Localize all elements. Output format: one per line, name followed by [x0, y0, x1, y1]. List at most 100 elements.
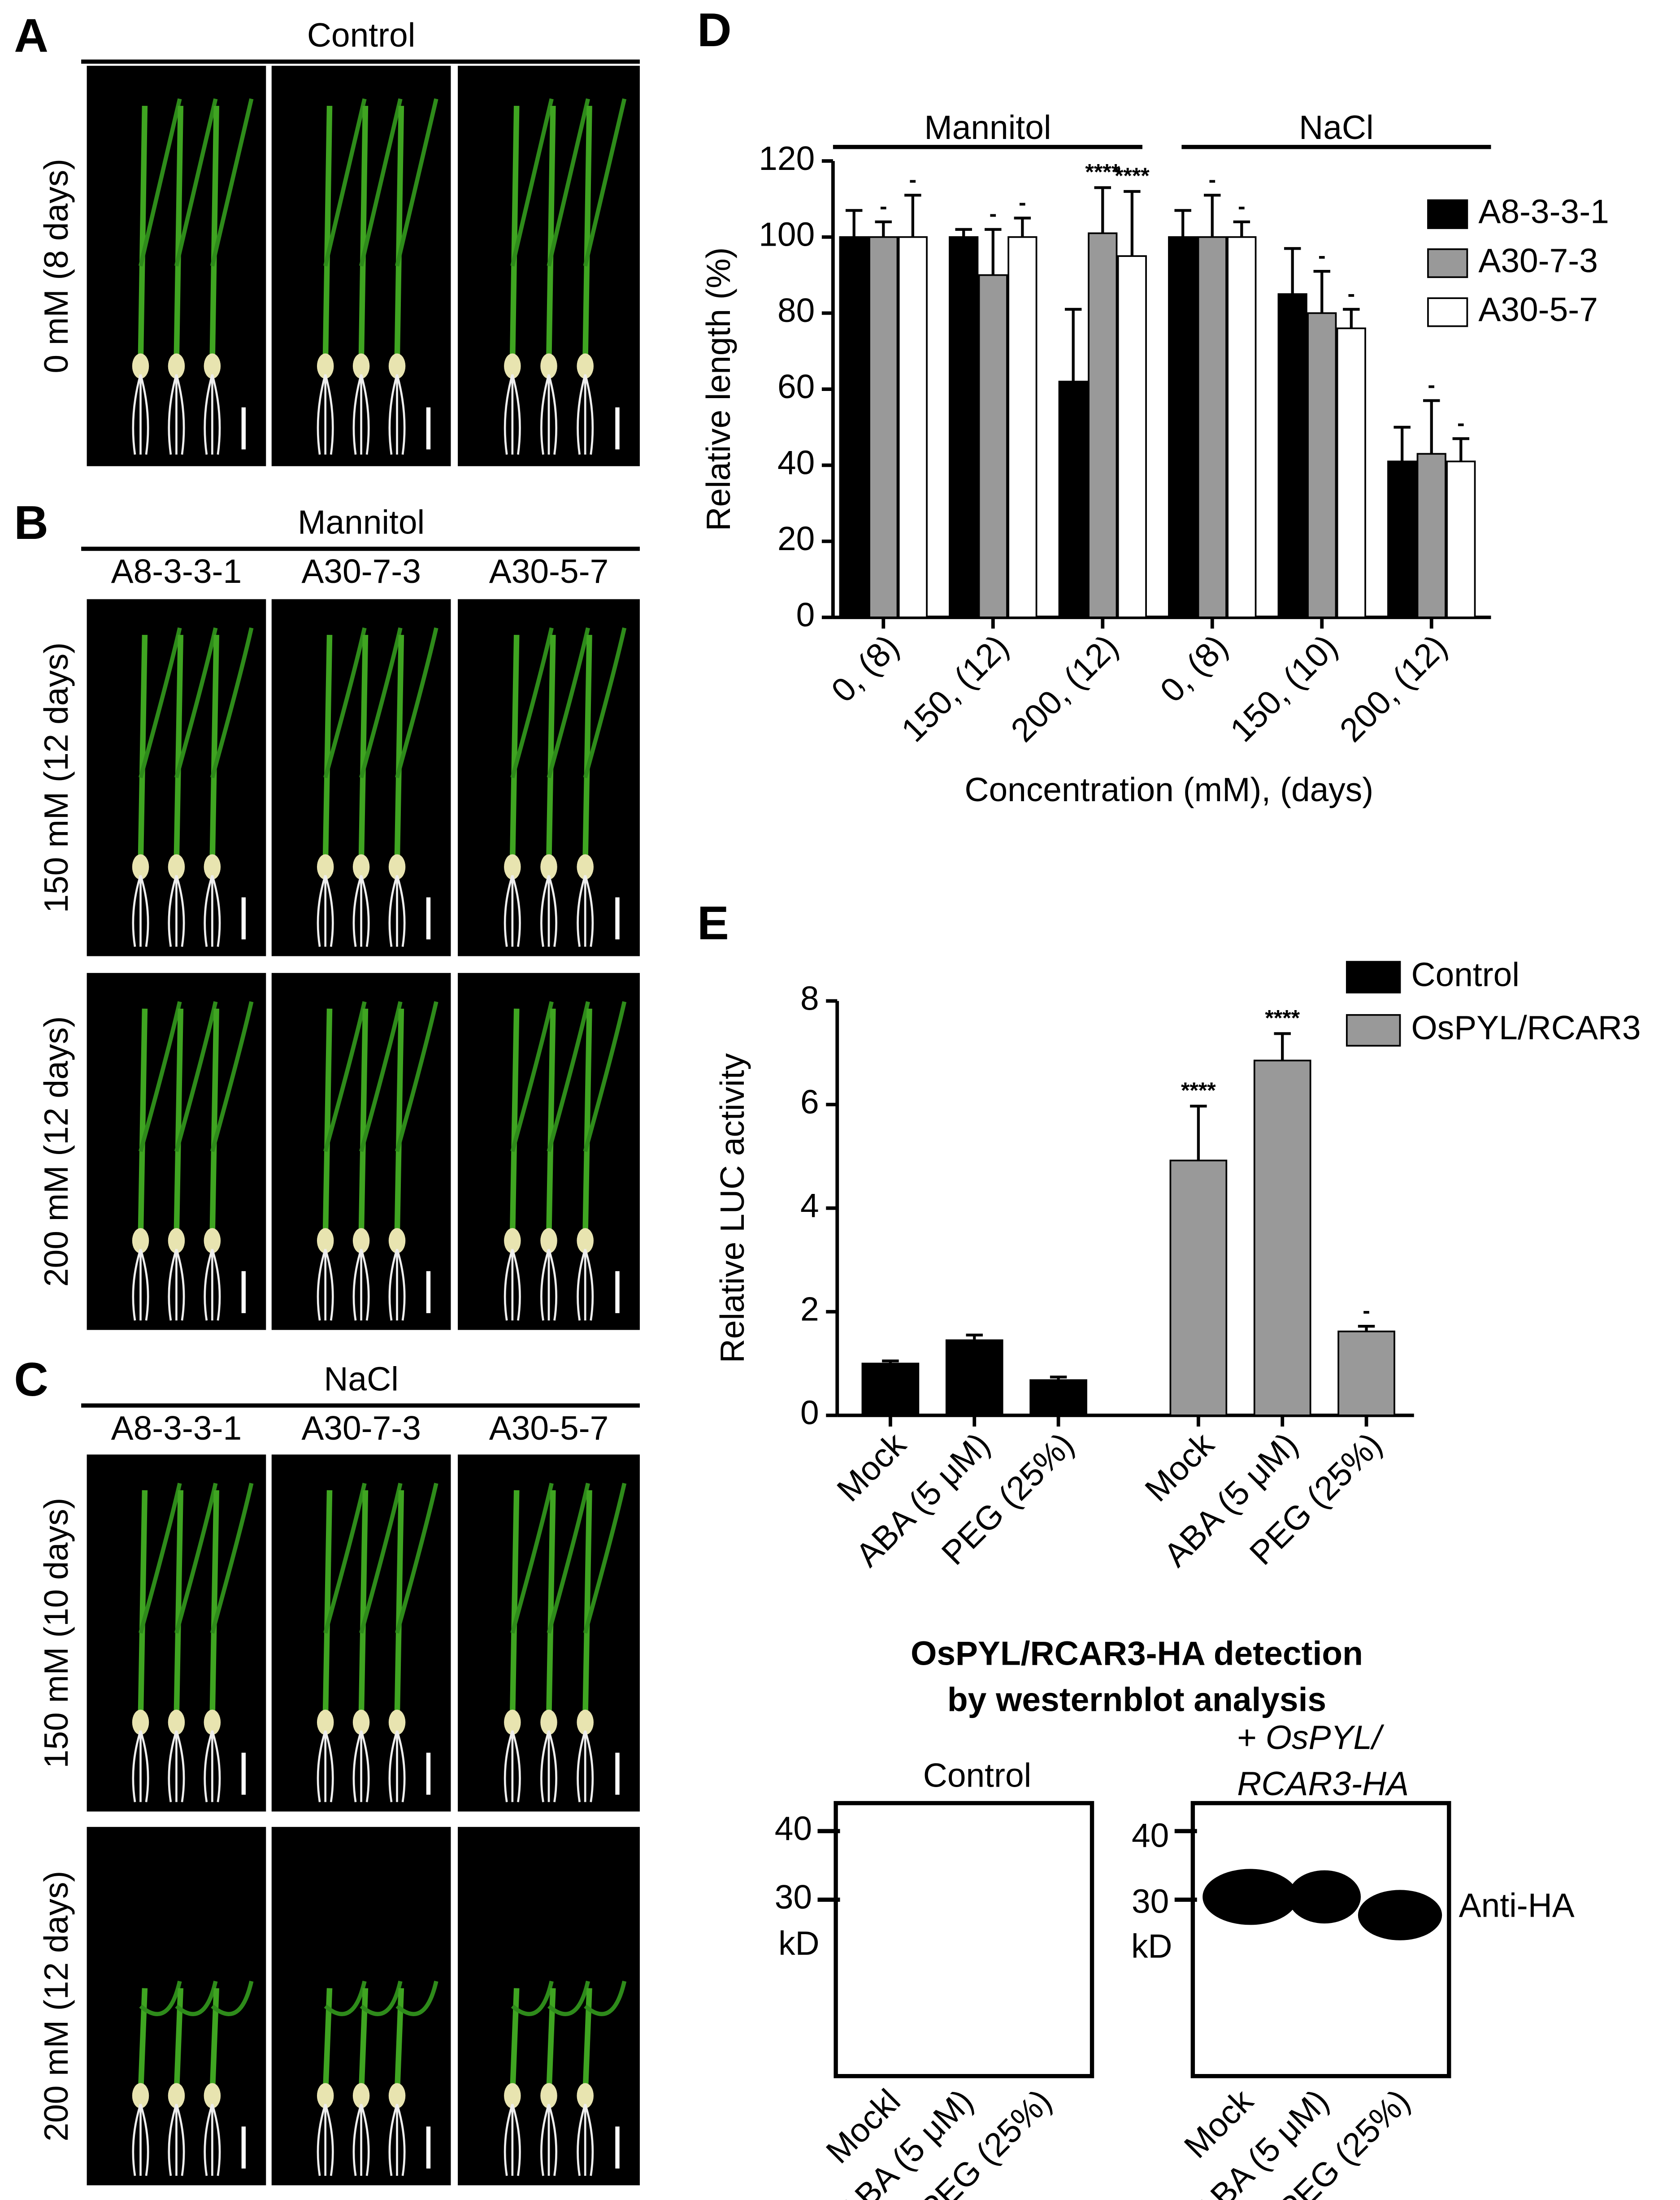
plant-root — [388, 875, 398, 947]
plant-leaf — [359, 627, 403, 778]
bar — [1029, 1379, 1087, 1416]
plant-root — [577, 1249, 586, 1321]
plant-root — [360, 2104, 370, 2176]
plant-stem — [394, 1490, 404, 1723]
y-tick-label: 120 — [759, 139, 815, 177]
plant-root — [388, 1730, 398, 1802]
plant-root — [504, 1249, 514, 1321]
x-tick-label: 0, (8) — [1153, 627, 1235, 709]
plant-root — [352, 2104, 362, 2176]
plant-leaf — [210, 627, 254, 778]
plant-seed — [132, 1710, 149, 1735]
plant-seed — [540, 353, 557, 379]
plant-root — [396, 374, 406, 455]
bar — [1337, 1330, 1395, 1416]
bar — [1168, 236, 1198, 618]
panel-letter: A — [14, 9, 48, 62]
bar — [1227, 236, 1257, 618]
plant-root — [168, 374, 178, 455]
bar — [1307, 312, 1337, 618]
plant-stem — [209, 1490, 219, 1723]
plant-stem — [546, 1988, 556, 2096]
legend-swatch — [1346, 1014, 1401, 1047]
plant-root — [175, 374, 185, 455]
plant-seed — [388, 854, 406, 880]
significance-label: **** — [1115, 163, 1150, 188]
bar — [1088, 232, 1118, 618]
plant-leaf — [323, 1001, 367, 1152]
significance-label: - — [1428, 372, 1435, 397]
plant-root — [211, 875, 221, 947]
error-bar — [955, 228, 972, 237]
plant-seed — [317, 1710, 334, 1735]
plant-seed — [168, 1228, 185, 1254]
error-bar — [1313, 269, 1330, 313]
significance-label: - — [880, 194, 887, 219]
plant-stem — [138, 1988, 148, 2096]
plant-leaf — [138, 627, 182, 778]
bar — [978, 274, 1008, 618]
plant-leaf — [547, 1483, 590, 1634]
plant-root — [360, 374, 370, 455]
plant-root — [511, 875, 521, 947]
plant-seed — [577, 1710, 594, 1735]
plant-stem — [394, 105, 404, 366]
plant-leaf — [210, 1483, 254, 1634]
plant-stem — [546, 105, 556, 366]
plant-stem — [358, 634, 369, 867]
plant-root — [540, 1730, 550, 1802]
plant-stem — [546, 634, 556, 867]
plant-leaf — [323, 627, 367, 778]
bar — [1277, 293, 1307, 618]
plant-leaf — [323, 1483, 367, 1634]
plant-stem — [582, 105, 592, 366]
significance-label: - — [1238, 194, 1246, 219]
legend-swatch — [1346, 961, 1401, 994]
plant-root — [317, 875, 326, 947]
plant-root — [511, 2104, 521, 2176]
plant-root — [577, 875, 586, 947]
column-label: A8-3-3-1 — [111, 552, 242, 590]
significance-label: - — [1019, 190, 1026, 215]
plant-root — [132, 374, 142, 455]
x-tick-label: 0, (8) — [824, 627, 906, 709]
plant-root — [540, 374, 550, 455]
plant-seed — [504, 353, 521, 379]
plant-stem — [394, 634, 404, 867]
plant-leaf — [547, 627, 590, 778]
panel-title: NaCl — [324, 1360, 399, 1398]
significance-label: - — [989, 201, 997, 226]
plant-leaf — [547, 98, 590, 267]
bar — [1058, 381, 1088, 618]
significance-label: **** — [1181, 1078, 1216, 1103]
plant-seed — [168, 854, 185, 880]
plant-root — [396, 1730, 406, 1802]
plant-root — [139, 1730, 149, 1802]
plant-root — [540, 1249, 550, 1321]
plant-seed — [540, 854, 557, 880]
x-tick-label: 150, (10) — [1223, 627, 1344, 749]
plant-stem — [358, 105, 369, 366]
plant-root — [324, 2104, 334, 2176]
error-bar — [1274, 1032, 1291, 1061]
plant-root — [204, 2104, 213, 2176]
error-bar — [1174, 209, 1191, 237]
plant-stem — [322, 1988, 333, 2096]
y-axis-label: Relative length (%) — [699, 247, 737, 531]
panel-title: Control — [307, 16, 416, 54]
plant-root — [388, 374, 398, 455]
blot-band — [1288, 1870, 1361, 1924]
plant-leaf — [395, 98, 438, 267]
antibody-label: Anti-HA — [1459, 1887, 1575, 1924]
bar — [1007, 236, 1038, 618]
plant-seed — [352, 2083, 370, 2109]
significance-label: - — [1208, 167, 1216, 192]
plant-seed — [168, 1710, 185, 1735]
marker: 40 30 kD 40 30 kD — [775, 1809, 1197, 1965]
plant-seed — [317, 353, 334, 379]
plant-seed — [504, 2083, 521, 2109]
group-label: Mannitol — [924, 108, 1051, 146]
plant-stem — [322, 1008, 333, 1241]
plant-leaf — [138, 98, 182, 267]
